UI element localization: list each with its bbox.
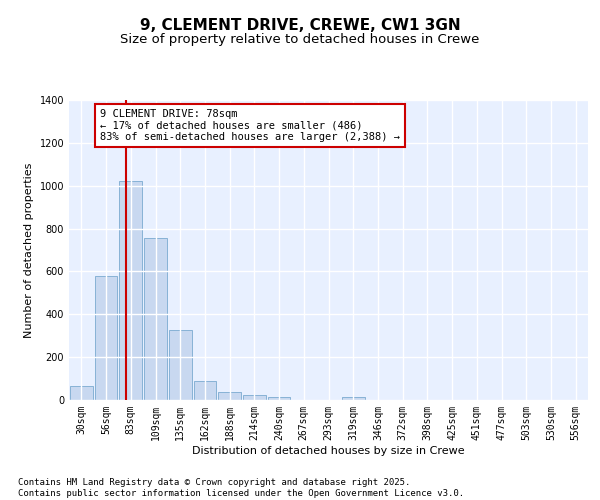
- Text: Size of property relative to detached houses in Crewe: Size of property relative to detached ho…: [121, 32, 479, 46]
- Bar: [194, 380, 216, 400]
- Bar: [95, 276, 118, 400]
- Y-axis label: Number of detached properties: Number of detached properties: [24, 162, 34, 338]
- Bar: [70, 386, 93, 400]
- Bar: [342, 396, 365, 400]
- Bar: [169, 330, 191, 400]
- Bar: [218, 392, 241, 400]
- X-axis label: Distribution of detached houses by size in Crewe: Distribution of detached houses by size …: [192, 446, 465, 456]
- Text: Contains HM Land Registry data © Crown copyright and database right 2025.
Contai: Contains HM Land Registry data © Crown c…: [18, 478, 464, 498]
- Bar: [268, 397, 290, 400]
- Text: 9 CLEMENT DRIVE: 78sqm
← 17% of detached houses are smaller (486)
83% of semi-de: 9 CLEMENT DRIVE: 78sqm ← 17% of detached…: [100, 109, 400, 142]
- Bar: [119, 182, 142, 400]
- Text: 9, CLEMENT DRIVE, CREWE, CW1 3GN: 9, CLEMENT DRIVE, CREWE, CW1 3GN: [140, 18, 460, 32]
- Bar: [144, 238, 167, 400]
- Bar: [243, 396, 266, 400]
